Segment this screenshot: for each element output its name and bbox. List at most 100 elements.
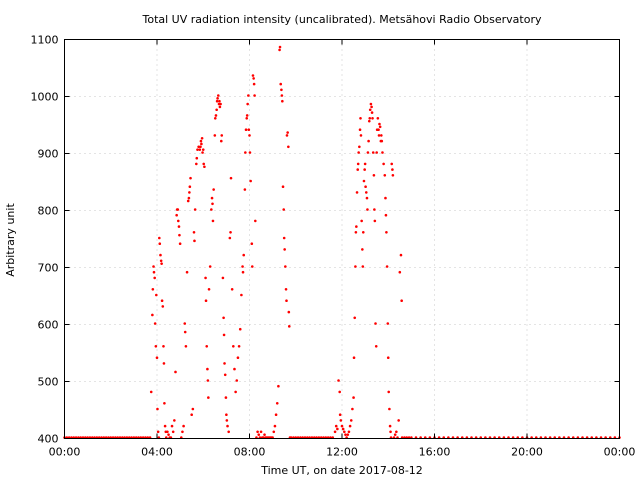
data-point [366,151,370,154]
data-point [355,191,359,194]
data-point [184,345,188,348]
data-point [206,379,210,382]
data-point [199,145,202,149]
y-tick-label: 900 [38,148,59,161]
data-point [334,424,338,428]
data-point [153,276,156,280]
data-point [216,97,219,100]
data-point [219,139,223,143]
x-tick-label: 16:00 [419,446,451,459]
data-point [245,114,249,117]
data-point [181,430,184,434]
data-point [153,322,157,325]
data-point [196,148,199,151]
data-point [162,345,165,348]
x-tick-label: 08:00 [234,446,266,459]
data-point [170,424,174,428]
data-point [222,316,225,320]
data-point [378,122,381,126]
data-point [159,253,162,257]
data-point [286,131,289,134]
data-point [162,362,166,365]
data-point [221,276,225,280]
data-point [287,310,291,314]
data-point [358,145,361,149]
data-point [367,139,370,143]
data-point [380,139,384,143]
data-point [381,151,384,154]
data-point [205,345,209,348]
data-point [156,430,160,434]
data-point [280,94,284,97]
data-point [253,219,257,223]
data-point [354,265,357,268]
data-point [346,433,350,436]
data-point [159,259,163,263]
data-point [359,134,363,137]
data-point [222,333,226,337]
data-point [245,117,249,120]
data-point [283,248,286,251]
data-point [232,345,235,348]
data-point [173,419,176,422]
data-point [226,424,229,428]
data-point [160,262,163,265]
data-point [247,94,250,97]
data-point [361,248,364,251]
data-point [171,430,175,434]
data-point [391,174,395,177]
data-point [186,199,190,203]
x-tick-label: 20:00 [511,446,543,459]
data-point [211,202,214,206]
x-tick-label: 00:00 [49,446,81,459]
data-point [287,145,290,149]
data-point [215,108,218,112]
data-point [242,253,246,257]
data-point [380,134,383,137]
plot-frame [64,39,620,439]
data-point [347,430,351,434]
y-tick-label: 1000 [31,91,59,104]
data-point [366,208,369,211]
data-point [220,134,224,137]
data-point [337,379,340,382]
data-point [356,168,360,171]
data-point [351,407,354,411]
y-tick-label: 800 [38,205,59,218]
data-point [395,430,398,434]
data-point [389,430,392,434]
data-point [227,430,230,434]
data-point [229,176,233,180]
data-point [390,162,394,166]
data-point [263,433,266,436]
data-point [218,99,221,103]
data-point [201,148,205,151]
data-point [224,396,228,399]
data-point [193,208,197,211]
data-point [250,265,254,268]
data-point [235,379,239,382]
data-point [352,356,356,360]
data-point [338,413,342,417]
data-point [177,225,181,228]
data-point [223,362,226,365]
data-point [369,102,373,106]
data-point [377,134,381,137]
data-point [368,108,372,112]
data-point [206,367,209,371]
data-point [187,196,191,200]
data-point [363,168,366,171]
data-point [399,253,403,257]
data-point [182,424,185,428]
data-point [397,419,400,422]
data-point [240,293,243,297]
x-tick-label: 12:00 [326,446,358,459]
data-point [354,231,358,234]
data-point [360,219,363,223]
data-point [228,236,232,240]
data-point [163,424,167,428]
data-point [176,208,180,211]
data-point [175,213,178,217]
y-tick-label: 500 [38,376,59,389]
